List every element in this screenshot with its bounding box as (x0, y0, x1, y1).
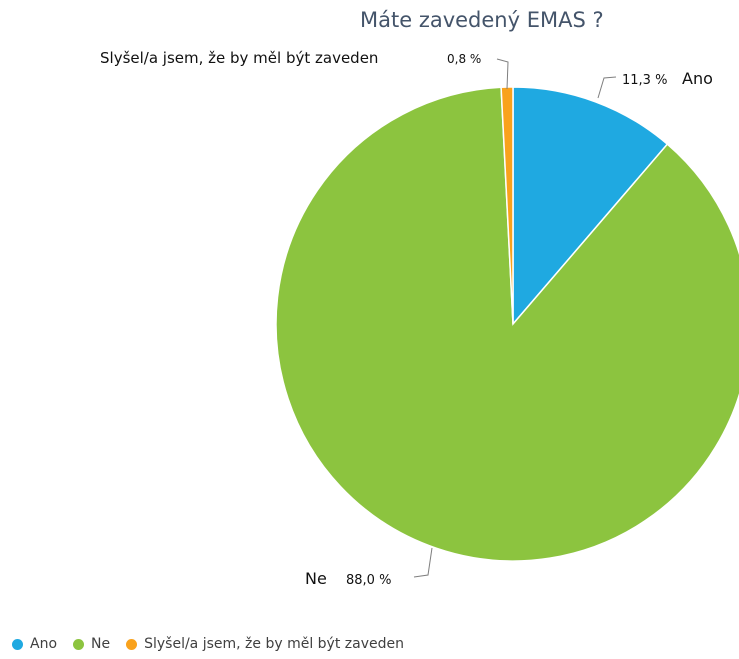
pie-plot-area: 11,3 % Ano Ne 88,0 % Slyšel/a jsem, že by mě… (100, 49, 739, 588)
pie-slice-ano (512, 86, 669, 327)
data-label-value-ano: 11,3 % (622, 73, 667, 88)
legend-label-slysel-a-jsem-ze-by-mel-byt-zaveden: Slyšel/a jsem, že by měl být zaveden (144, 636, 404, 652)
legend-label-ano: Ano (30, 636, 58, 652)
legend-marker-slysel-a-jsem-ze-by-mel-byt-zaveden (126, 638, 138, 650)
data-label-name-slysel-a-jsem-ze-by-mel-byt-zaveden: Slyšel/a jsem, že by měl být zaveden (100, 49, 378, 67)
legend-item-ano: Ano (12, 636, 57, 652)
pie-slice-ne (275, 86, 739, 562)
chart-title: Máte zavedený EMAS ? (360, 8, 604, 32)
leader-line-ano (597, 76, 617, 99)
data-label-name-ne: Ne (305, 569, 327, 588)
legend-marker-ano (12, 638, 23, 650)
legend-item-ne: Ne (73, 636, 110, 652)
data-label-name-ano: Ano (682, 69, 713, 88)
data-label-value-slysel-a-jsem-ze-by-mel-byt-zaveden: 0,8 % (447, 52, 481, 66)
legend-item-slysel-a-jsem-ze-by-mel-byt-zaveden: Slyšel/a jsem, že by měl být zaveden (126, 636, 404, 652)
legend: Ano Ne Slyšel/a jsem, že by měl být zavede… (12, 636, 420, 652)
legend-label-ne: Ne (91, 636, 111, 652)
leader-line-ne (413, 547, 433, 578)
legend-marker-ne (73, 638, 85, 650)
data-label-value-ne: 88,0 % (346, 573, 391, 588)
leader-line-slysel-a-jsem-ze-by-mel-byt-zaveden (496, 58, 509, 90)
